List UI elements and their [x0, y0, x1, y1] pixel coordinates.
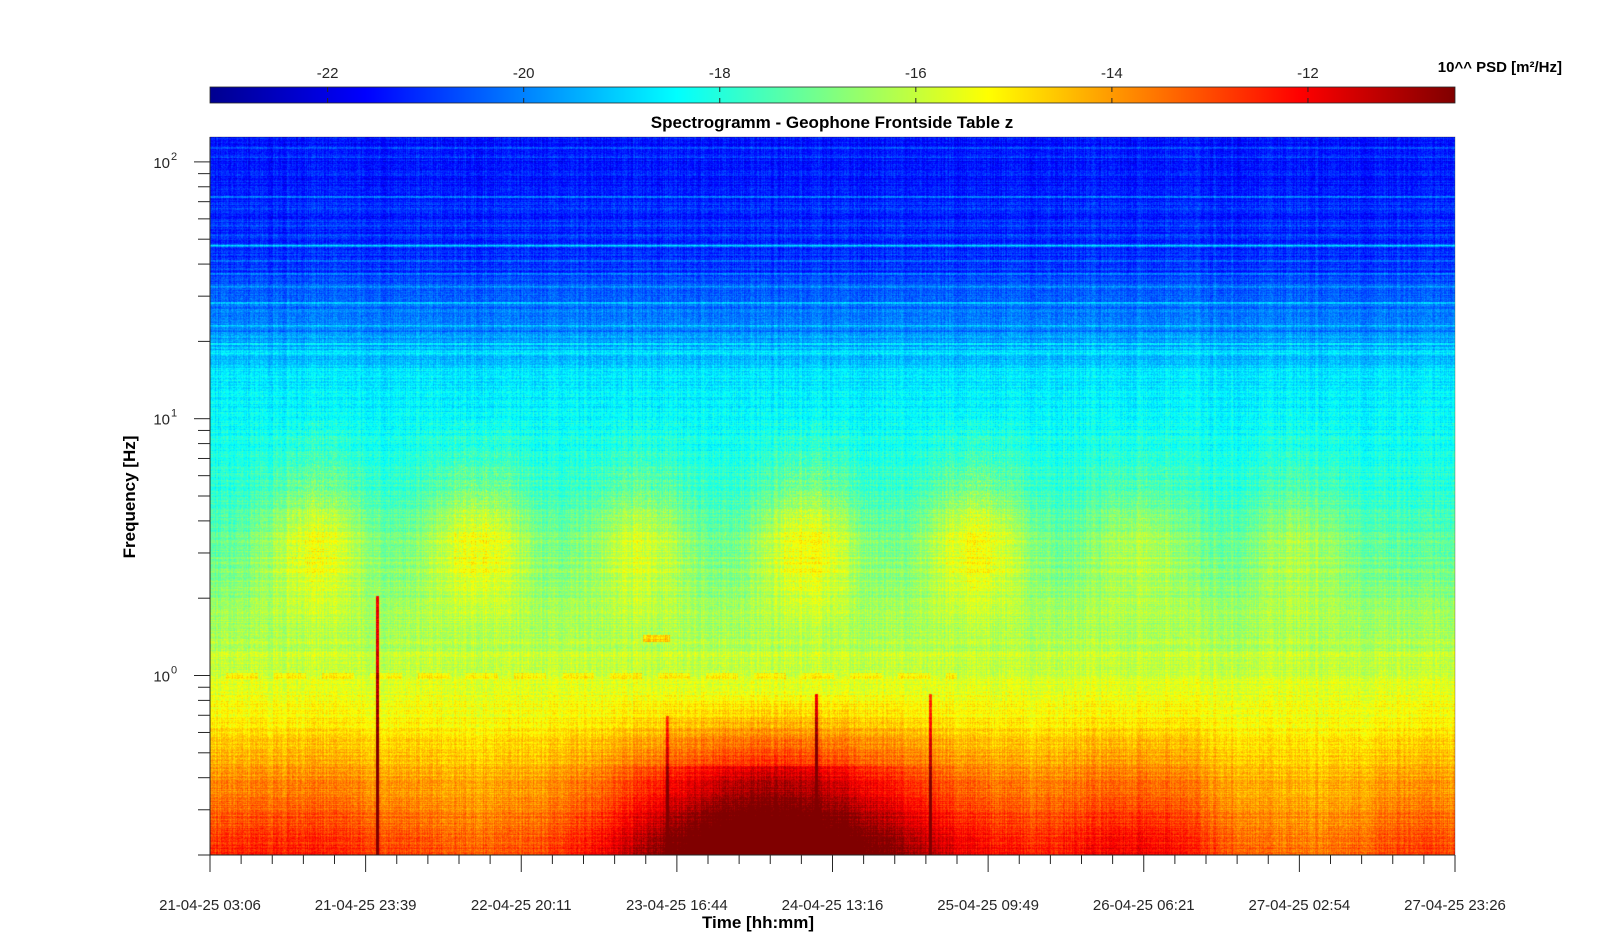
x-tick-label: 22-04-25 20:11 [471, 897, 572, 914]
colorbar-ticks: -22 -20 -18 -16 -14 -12 [317, 65, 1319, 103]
y-tick-exponent: 2 [171, 151, 177, 163]
colorbar-label: 10^^ PSD [m²/Hz] [1438, 59, 1562, 76]
colorbar: -22 -20 -18 -16 -14 -12 10^^ PSD [m²/Hz] [209, 59, 1562, 104]
colorbar-tick-label: -16 [905, 65, 927, 82]
chart-title: Spectrogramm - Geophone Frontside Table … [651, 113, 1013, 132]
colorbar-tick-label: -22 [317, 65, 339, 82]
x-tick-label: 24-04-25 13:16 [782, 897, 884, 914]
y-tick-label: 10 [153, 155, 170, 172]
spectrogram-plot-area [209, 136, 1456, 856]
y-axis-label: Frequency [Hz] [120, 436, 139, 559]
x-tick-label: 27-04-25 02:54 [1249, 897, 1351, 914]
y-tick-exponent: 0 [171, 665, 177, 677]
x-tick-label: 21-04-25 23:39 [315, 897, 417, 914]
x-tick-label: 27-04-25 23:26 [1404, 897, 1506, 914]
y-tick-label: 10 [153, 412, 170, 429]
x-tick-label: 26-04-25 06:21 [1093, 897, 1195, 914]
spectrogram-heatmap [210, 137, 1455, 855]
colorbar-tick-label: -14 [1101, 65, 1123, 82]
colorbar-tick-label: -20 [513, 65, 535, 82]
y-tick-label: 10 [153, 669, 170, 686]
colorbar-tick-label: -18 [709, 65, 731, 82]
x-tick-label: 25-04-25 09:49 [937, 897, 1039, 914]
y-tick-exponent: 1 [171, 408, 177, 420]
x-axis-label: Time [hh:mm] [702, 913, 814, 932]
colorbar-tick-label: -12 [1297, 65, 1319, 82]
colorbar-gradient [209, 86, 1456, 104]
x-tick-label: 23-04-25 16:44 [626, 897, 728, 914]
x-axis: 21-04-25 03:06 21-04-25 23:39 22-04-25 20:… [159, 854, 1506, 914]
x-tick-label: 21-04-25 03:06 [159, 897, 261, 914]
